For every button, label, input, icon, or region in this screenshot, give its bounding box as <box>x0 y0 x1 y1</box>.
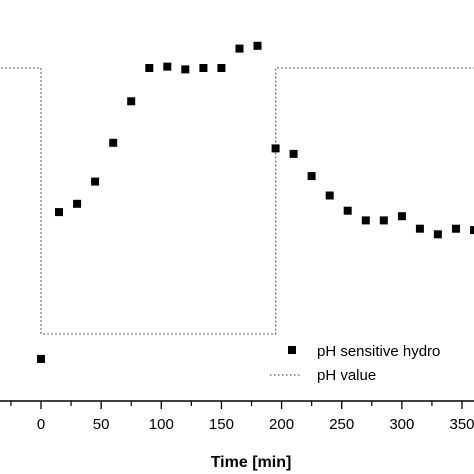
data-point <box>452 224 460 233</box>
x-tick-label: 250 <box>329 416 354 433</box>
data-point <box>289 149 298 158</box>
data-point <box>470 226 474 235</box>
data-point <box>343 206 352 215</box>
data-point <box>55 208 63 217</box>
data-point <box>379 216 388 225</box>
data-point <box>325 191 334 200</box>
ph-value-line <box>1 67 474 335</box>
x-tick-label: 300 <box>389 416 414 433</box>
data-point <box>253 41 262 50</box>
data-point <box>199 64 208 72</box>
data-point <box>37 354 45 363</box>
data-point <box>307 172 316 181</box>
data-point <box>163 62 172 71</box>
data-point <box>415 224 424 233</box>
data-point <box>397 212 406 221</box>
legend: pH sensitive hydro pH value <box>270 343 440 384</box>
data-point <box>145 64 154 72</box>
data-point <box>217 64 226 72</box>
data-point <box>181 65 190 74</box>
data-point <box>235 44 244 53</box>
data-point <box>361 216 370 225</box>
data-point <box>127 97 136 106</box>
data-point <box>271 144 280 153</box>
data-point <box>433 230 442 239</box>
x-tick-label: 100 <box>149 416 174 433</box>
legend-label: pH sensitive hydro <box>317 343 440 360</box>
data-points-layer <box>37 41 474 363</box>
x-axis-title: Time [min] <box>211 454 292 471</box>
data-point <box>91 177 100 186</box>
data-point <box>73 199 82 208</box>
legend-marker-square <box>288 346 296 354</box>
x-tick-label: 150 <box>209 416 234 433</box>
x-tick-label: 0 <box>37 416 45 433</box>
x-tick-label: 50 <box>93 416 110 433</box>
x-axis: 0 50 100 150 200 250 300 350 <box>10 401 474 433</box>
data-point <box>109 138 118 147</box>
x-tick-label: 200 <box>269 416 294 433</box>
ph-value-line-layer <box>1 67 474 335</box>
x-tick-label: 350 <box>449 416 474 433</box>
legend-label: pH value <box>317 367 376 384</box>
